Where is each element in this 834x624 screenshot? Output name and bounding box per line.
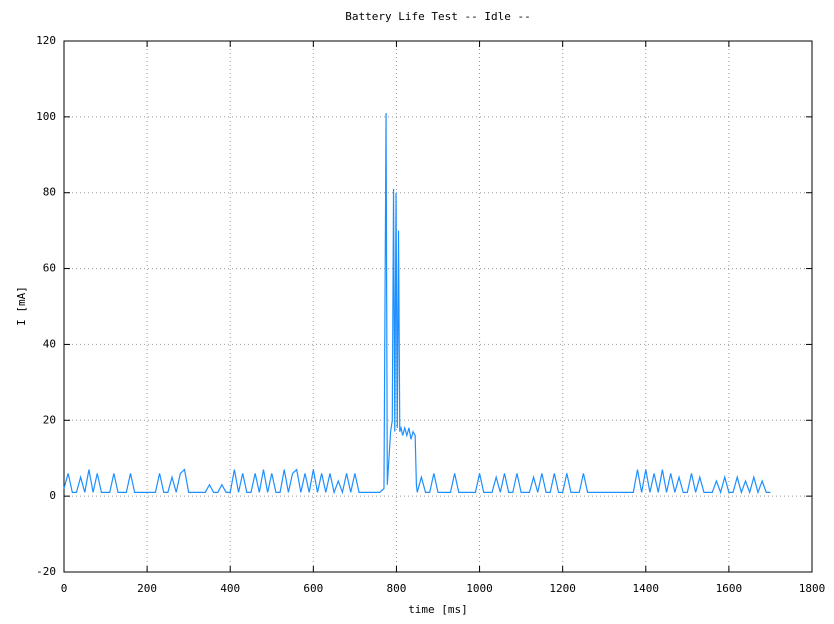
x-tick-label: 1600: [716, 582, 743, 595]
x-tick-label: 800: [387, 582, 407, 595]
y-tick-label: -20: [36, 565, 56, 578]
x-tick-label: 400: [220, 582, 240, 595]
data-line: [63, 113, 771, 495]
x-tick-label: 1800: [799, 582, 826, 595]
x-tick-label: 0: [61, 582, 68, 595]
y-tick-label: 40: [43, 337, 56, 350]
y-axis-label: I [mA]: [15, 286, 28, 326]
y-tick-label: 0: [49, 489, 56, 502]
y-tick-label: 60: [43, 262, 56, 275]
x-tick-label: 1200: [549, 582, 576, 595]
x-tick-label: 600: [303, 582, 323, 595]
plot-frame: [63, 40, 813, 573]
y-tick-label: 100: [36, 110, 56, 123]
chart-title: Battery Life Test -- Idle --: [345, 10, 530, 23]
x-tick-label: 1000: [466, 582, 493, 595]
x-axis-label: time [ms]: [408, 603, 468, 616]
y-tick-label: 80: [43, 186, 56, 199]
x-tick-label: 1400: [633, 582, 660, 595]
y-tick-label: 20: [43, 413, 56, 426]
y-tick-label: 120: [36, 34, 56, 47]
x-tick-label: 200: [137, 582, 157, 595]
